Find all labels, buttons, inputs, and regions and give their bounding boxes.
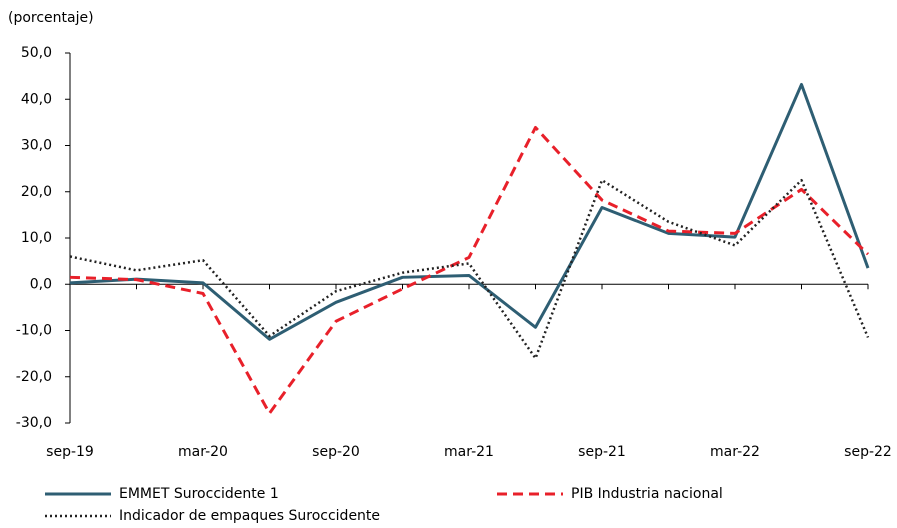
x-tick-label: sep-22	[844, 444, 892, 460]
x-tick-label: sep-21	[578, 444, 626, 460]
y-tick-label: -30,0	[16, 415, 52, 431]
y-tick-label: 40,0	[21, 91, 52, 107]
x-tick-label: sep-20	[312, 444, 360, 460]
x-tick-label: sep-19	[46, 444, 94, 460]
y-tick-label: 0,0	[30, 276, 52, 292]
y-tick-label: 10,0	[21, 230, 52, 246]
x-tick-label: mar-20	[178, 444, 228, 460]
x-tick-label: mar-22	[710, 444, 760, 460]
legend-label: PIB Industria nacional	[571, 486, 723, 502]
y-tick-label: 50,0	[21, 45, 52, 61]
y-tick-label: -10,0	[16, 323, 52, 339]
series-line	[69, 125, 870, 415]
y-tick-label: 30,0	[21, 138, 52, 154]
y-tick-label: -20,0	[16, 369, 52, 385]
y-tick-label: 20,0	[21, 184, 52, 200]
y-axis-label: (porcentaje)	[8, 10, 94, 26]
series-line	[69, 178, 870, 360]
series-line	[69, 82, 870, 341]
x-tick-label: mar-21	[444, 444, 494, 460]
legend-label: Indicador de empaques Suroccidente	[119, 508, 380, 524]
legend-label: EMMET Suroccidente 1	[119, 486, 279, 502]
